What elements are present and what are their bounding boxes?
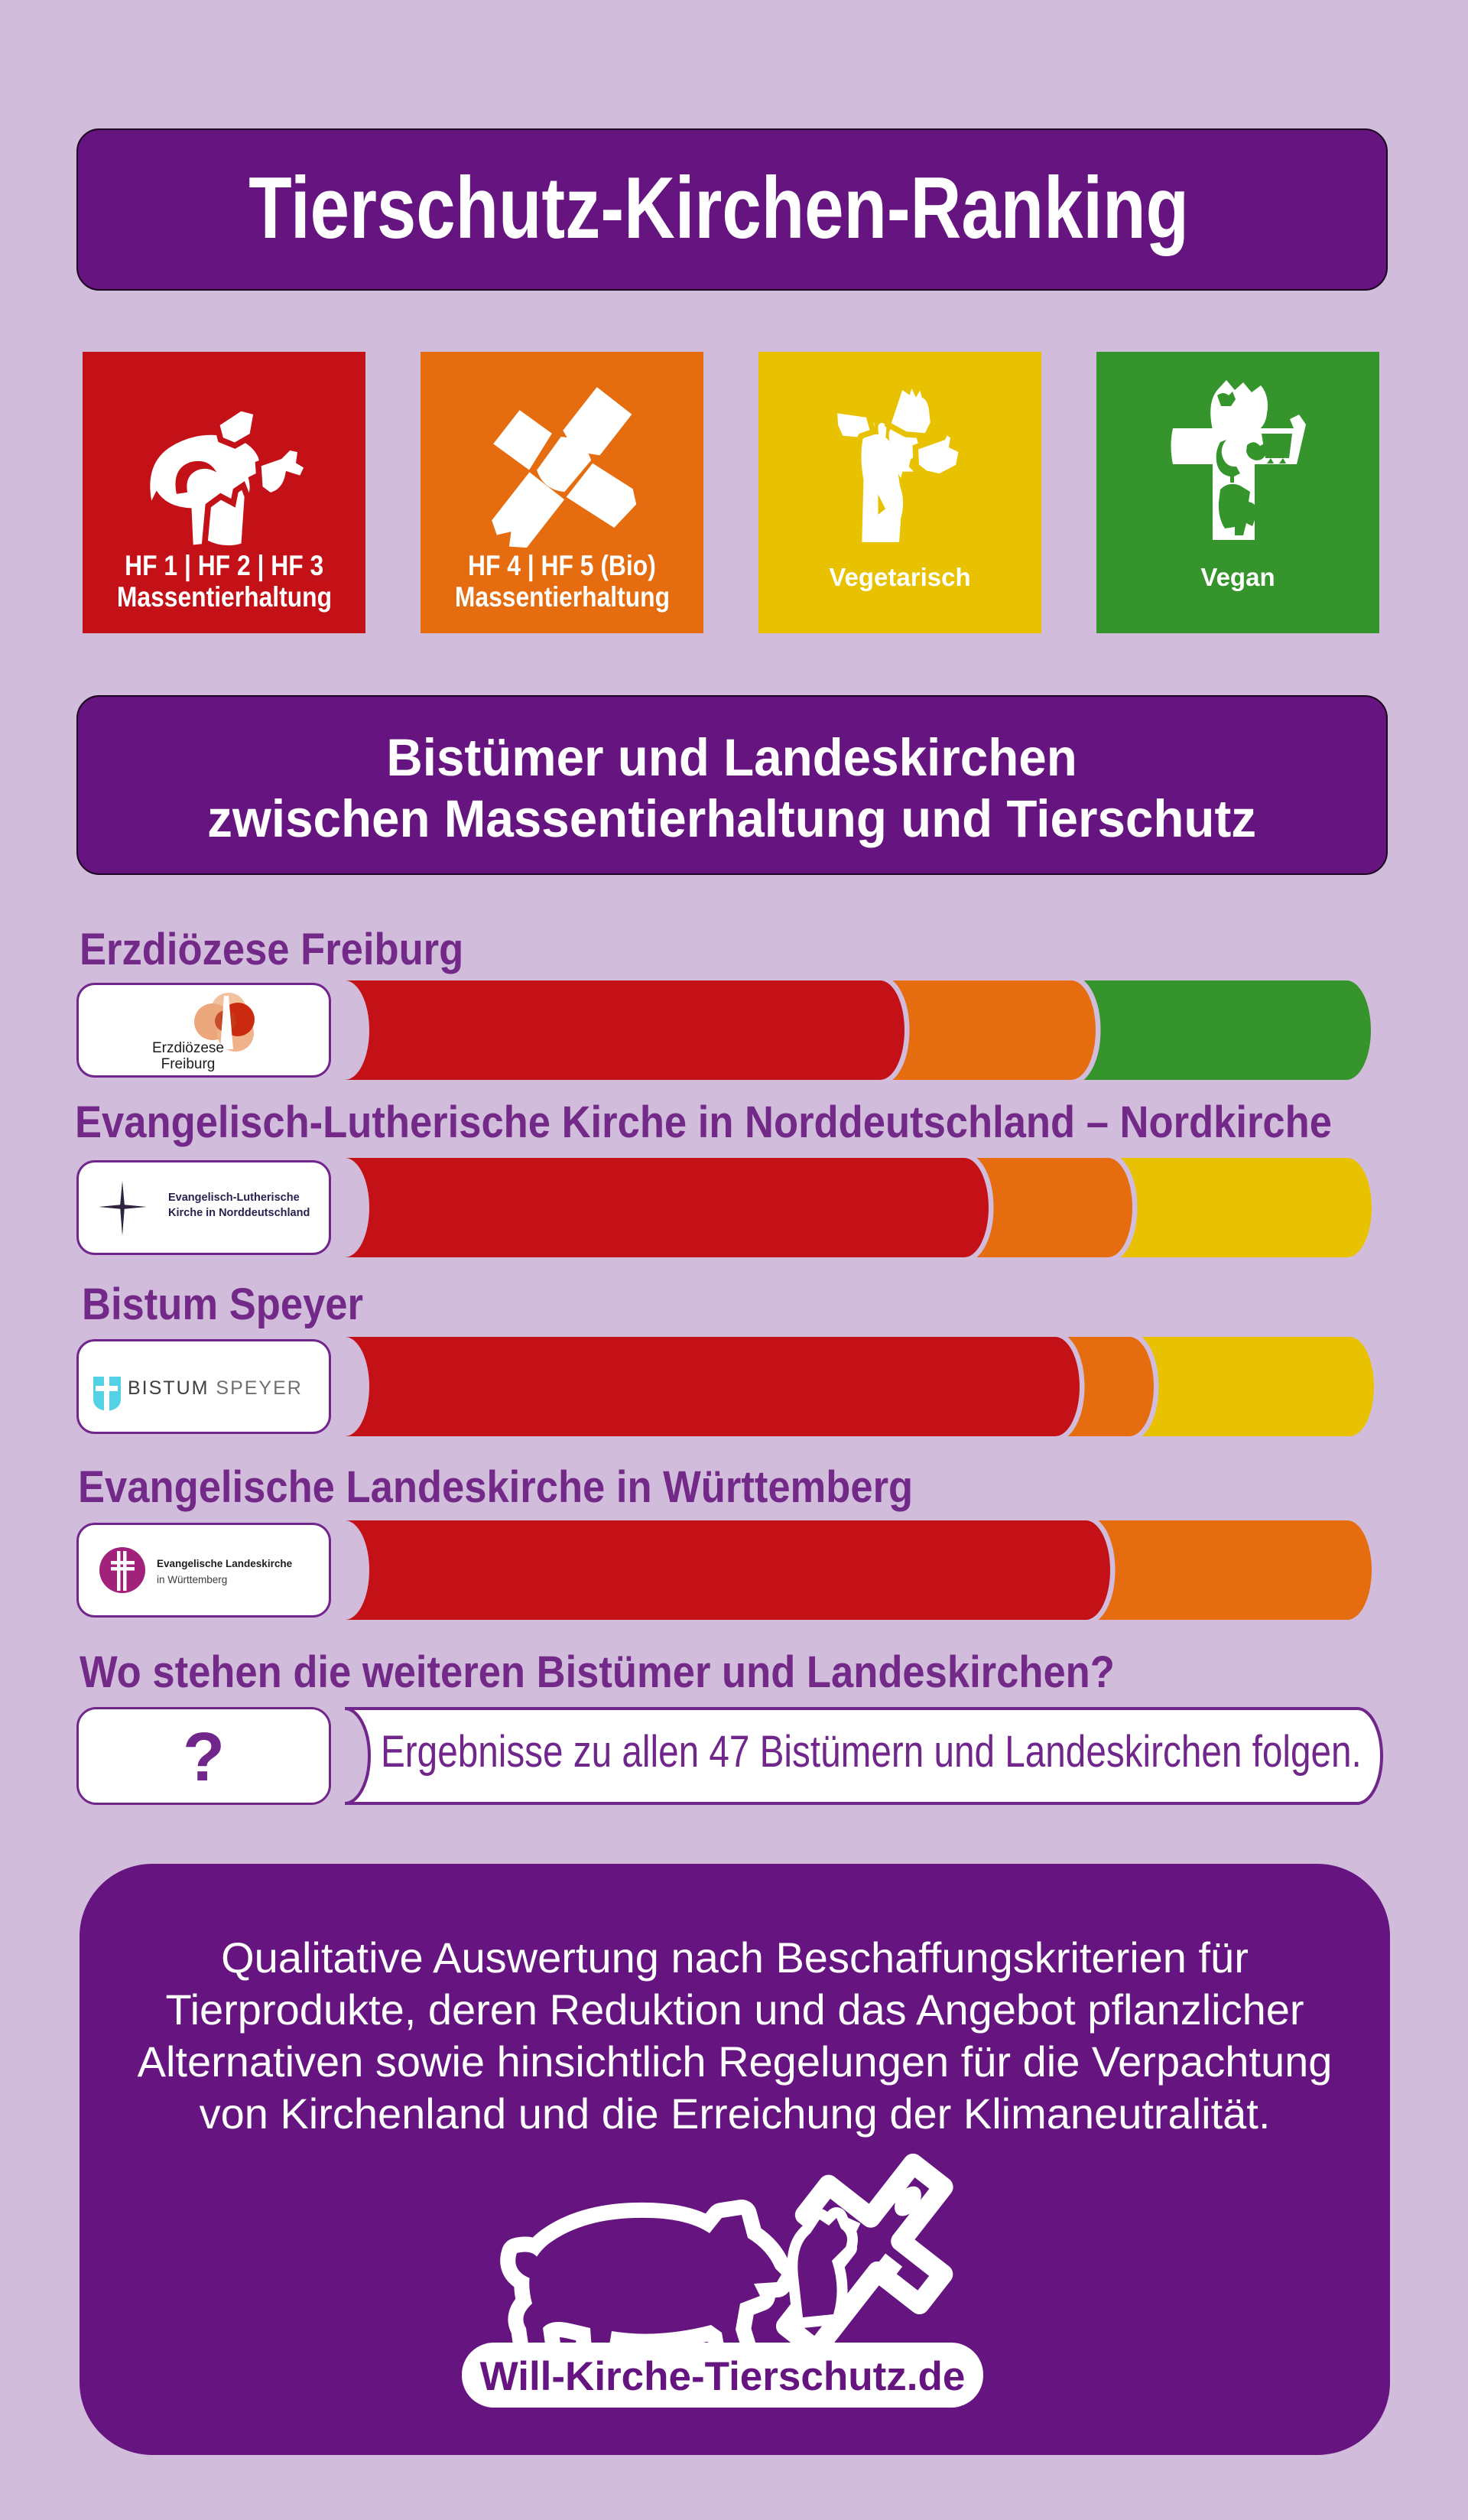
svg-text:Will-Kirche-Tierschutz.de: Will-Kirche-Tierschutz.de [480,2354,966,2399]
